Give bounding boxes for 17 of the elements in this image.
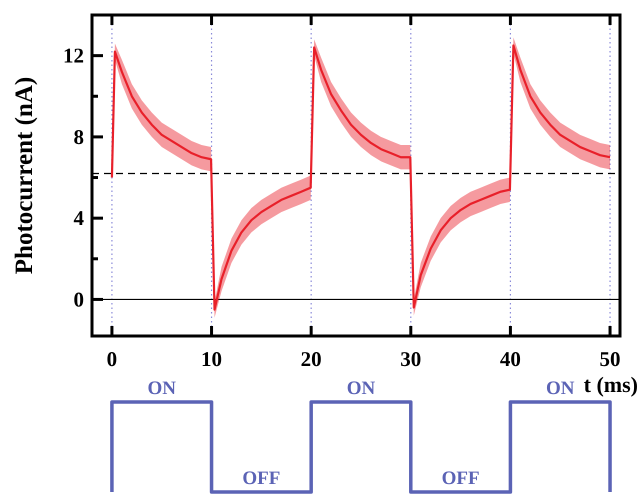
y-axis-title: Photocurrent (nA): [11, 76, 38, 274]
text: ON: [546, 378, 575, 399]
x-tick-label: 0: [106, 347, 118, 371]
x-tick-label: 10: [201, 347, 222, 371]
text: ON: [147, 378, 176, 399]
text: OFF: [242, 468, 280, 489]
text: ON: [346, 378, 376, 399]
y-tick-label: 0: [74, 287, 84, 312]
x-tick-label: 40: [500, 347, 521, 371]
x-axis-title: t (ms): [584, 372, 638, 397]
text: OFF: [442, 468, 480, 489]
x-tick-label: 30: [400, 347, 422, 371]
y-tick-label: 8: [74, 124, 84, 149]
y-tick-label: 12: [63, 44, 84, 68]
x-tick-label: 20: [300, 347, 322, 371]
x-tick-label: 50: [600, 347, 621, 371]
y-tick-label: 4: [74, 206, 84, 230]
